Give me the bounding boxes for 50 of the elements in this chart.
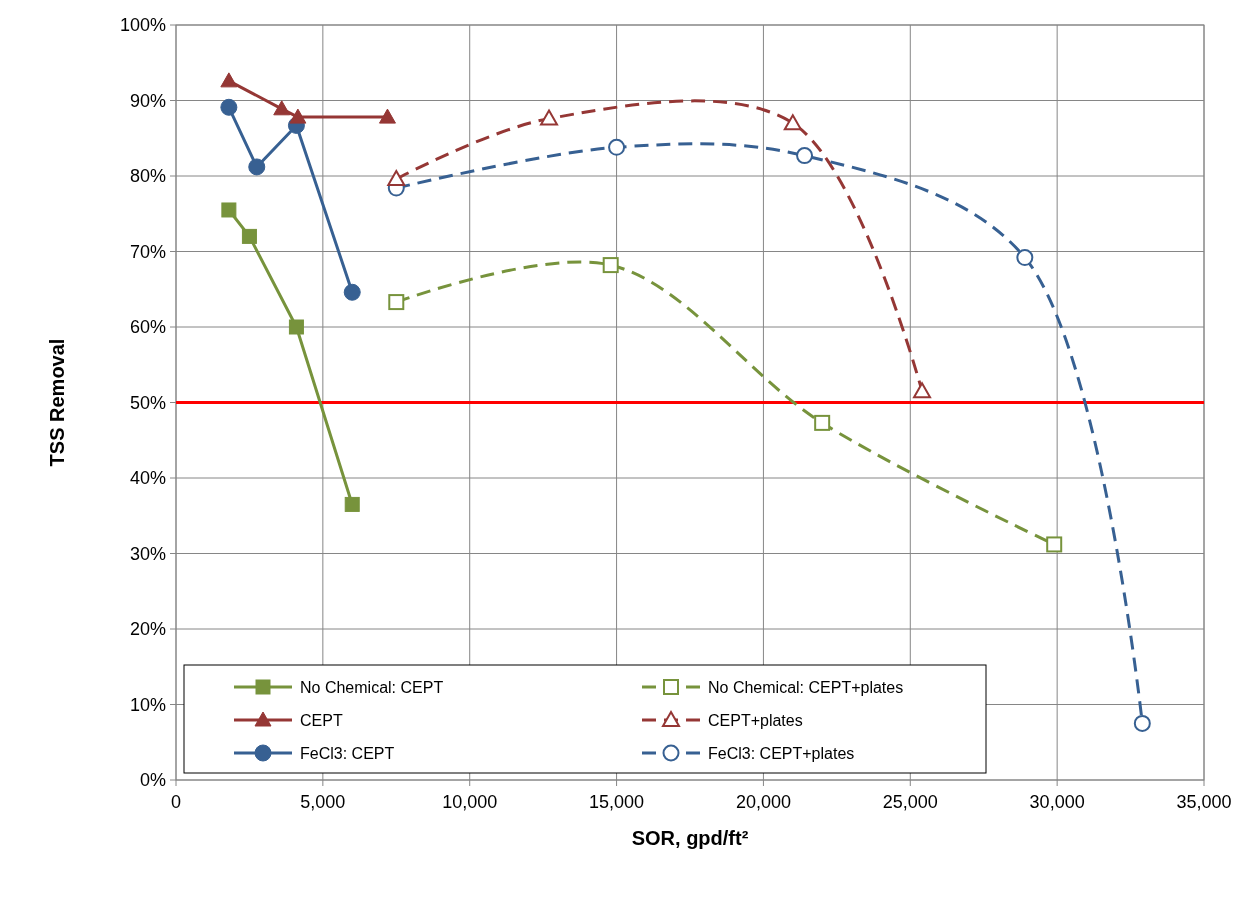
point	[344, 496, 360, 512]
x-axis-title: SOR, gpd/ft²	[631, 827, 749, 849]
point	[796, 147, 814, 165]
point	[608, 138, 626, 156]
point	[387, 170, 406, 187]
y-tick-label: 90%	[129, 90, 166, 111]
y-tick-label: 10%	[129, 694, 166, 715]
x-tick-label: 5,000	[300, 792, 346, 812]
y-tick-label: 60%	[129, 317, 166, 337]
y-tick-label: 100%	[119, 15, 166, 35]
point	[602, 257, 619, 274]
point	[1046, 536, 1063, 553]
legend-label: FeCl3: CEPT	[300, 745, 395, 762]
point	[288, 319, 304, 335]
legend-label: CEPT+plates	[708, 712, 803, 729]
y-tick-label: 70%	[129, 241, 166, 262]
point	[289, 108, 307, 124]
point	[814, 414, 831, 431]
point	[913, 382, 932, 399]
y-tick-label: 30%	[129, 543, 166, 564]
x-tick-label: 30,000	[1029, 792, 1085, 812]
point	[241, 228, 257, 244]
x-tick-label: 35,000	[1176, 792, 1232, 812]
point	[220, 72, 238, 88]
point	[220, 98, 238, 116]
legend-label: FeCl3: CEPT+plates	[708, 745, 855, 762]
y-tick-label: 0%	[139, 770, 166, 790]
x-tick-label: 0	[170, 792, 182, 812]
legend-label: CEPT	[300, 712, 343, 729]
x-tick-label: 10,000	[442, 792, 498, 812]
x-tick-label: 15,000	[589, 792, 645, 812]
y-tick-label: 50%	[129, 392, 166, 413]
y-axis-title: TSS Removal	[46, 338, 68, 467]
x-tick-label: 25,000	[882, 792, 938, 812]
legend-label: No Chemical: CEPT	[300, 679, 444, 696]
x-tick-label: 20,000	[735, 792, 791, 812]
point	[1133, 714, 1151, 732]
point	[343, 283, 361, 301]
point	[540, 109, 559, 126]
point	[1016, 249, 1034, 267]
y-tick-label: 20%	[129, 619, 166, 639]
point	[388, 294, 405, 311]
point	[273, 100, 291, 116]
y-tick-label: 80%	[129, 166, 166, 186]
point	[378, 108, 396, 124]
y-tick-label: 40%	[129, 468, 166, 488]
point	[221, 202, 237, 218]
point	[783, 114, 802, 131]
point	[248, 158, 266, 176]
legend-label: No Chemical: CEPT+plates	[708, 679, 904, 696]
